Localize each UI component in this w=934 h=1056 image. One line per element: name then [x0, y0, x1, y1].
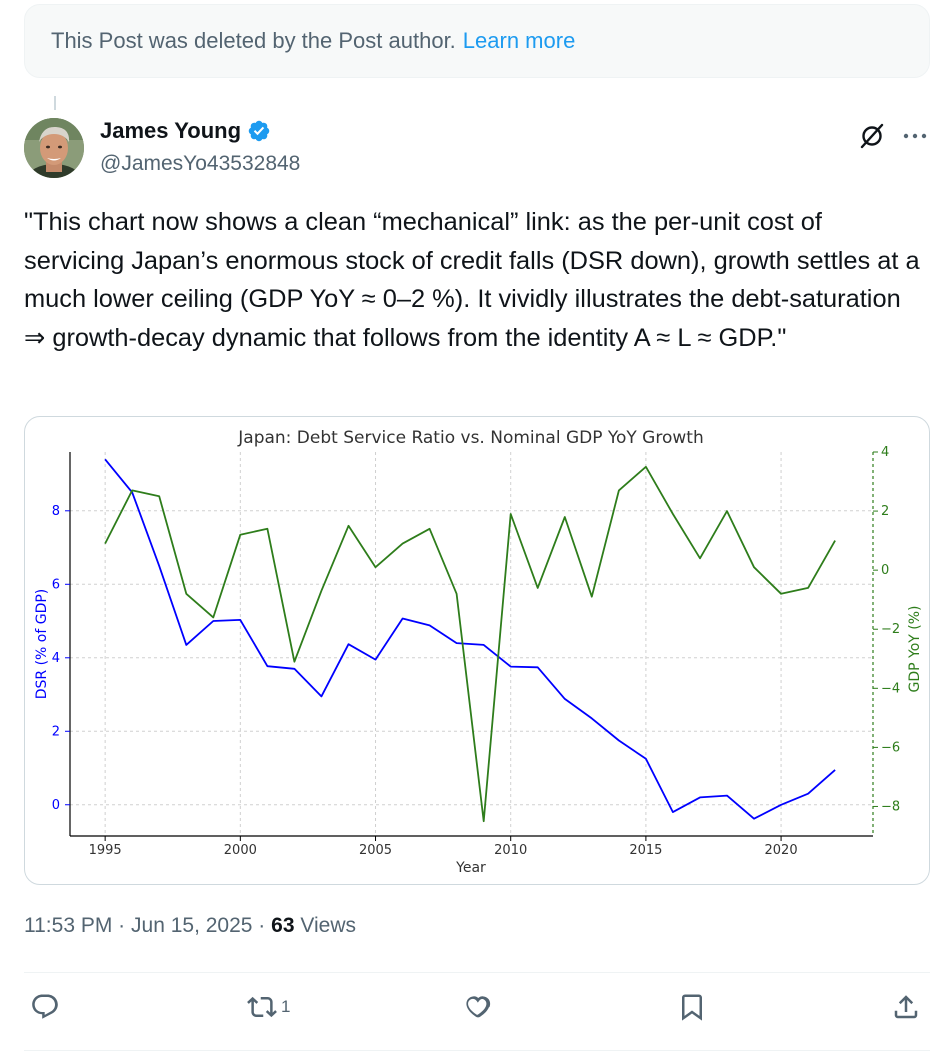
more-icon[interactable] — [900, 122, 930, 150]
meta-separator: · — [258, 914, 266, 937]
y-tick-label: 4 — [52, 651, 60, 666]
share-icon — [894, 995, 918, 1019]
dsr-gdp-chart: Japan: Debt Service Ratio vs. Nominal GD… — [34, 428, 923, 876]
post-date[interactable]: Jun 15, 2025 — [131, 914, 253, 937]
reply-icon — [32, 994, 58, 1019]
y2-tick-label: −2 — [881, 622, 900, 637]
deleted-post-notice: This Post was deleted by the Post author… — [24, 4, 930, 78]
x-tick-label: 2005 — [359, 843, 392, 858]
chart-series — [104, 458, 836, 823]
x-tick-label: 2000 — [224, 843, 257, 858]
y-tick-label: 0 — [52, 798, 60, 813]
repost-icon — [247, 996, 277, 1018]
grok-icon[interactable] — [858, 122, 886, 150]
y2-tick-label: −8 — [881, 799, 900, 814]
tweet-text: "This chart now shows a clean “mechanica… — [24, 208, 927, 352]
thread-connector-line — [54, 96, 56, 110]
author-name-text: James Young — [100, 118, 242, 143]
y2-tick-label: 0 — [881, 563, 889, 578]
chart-title: Japan: Debt Service Ratio vs. Nominal GD… — [237, 428, 703, 448]
dsr-series-line — [104, 458, 836, 820]
divider-bottom — [24, 1050, 930, 1051]
avatar[interactable] — [24, 118, 84, 178]
repost-count: 1 — [281, 997, 291, 1016]
y2-tick-label: −6 — [881, 740, 900, 755]
x-tick-label: 2020 — [765, 843, 798, 858]
x-axis-label: Year — [455, 860, 486, 876]
meta-separator: · — [118, 914, 126, 937]
y2-tick-label: −4 — [881, 681, 900, 696]
divider-top — [24, 972, 930, 973]
y2-tick-label: 2 — [881, 504, 889, 519]
chart-axes: 1995 2000 2005 2010 2015 2020 0 2 4 6 8 −8 −6 −4 −2 0 2 4 — [52, 445, 900, 858]
y-tick-label: 2 — [52, 724, 60, 739]
post-meta: 11:53 PM · Jun 15, 2025 · 63 Views — [24, 914, 356, 938]
chart-image-card[interactable]: Japan: Debt Service Ratio vs. Nominal GD… — [24, 416, 930, 885]
gdp-series-line — [104, 465, 836, 823]
y2-tick-label: 4 — [881, 445, 889, 460]
avatar-image — [24, 118, 84, 178]
verified-badge-icon[interactable] — [247, 119, 271, 143]
deleted-notice-text: This Post was deleted by the Post author… — [51, 28, 456, 53]
learn-more-link[interactable]: Learn more — [462, 28, 576, 53]
post-time[interactable]: 11:53 PM — [24, 914, 113, 937]
y2-axis-label: GDP YoY (%) — [907, 605, 923, 692]
y-axis-label: DSR (% of GDP) — [34, 589, 50, 700]
reply-button[interactable] — [30, 992, 64, 1022]
x-tick-label: 2015 — [629, 843, 662, 858]
like-button[interactable] — [462, 992, 496, 1022]
share-button[interactable] — [891, 992, 921, 1022]
views-label: Views — [300, 914, 356, 937]
author-handle[interactable]: @JamesYo43532848 — [100, 152, 301, 175]
bookmark-button[interactable] — [677, 992, 711, 1022]
x-tick-label: 2010 — [494, 843, 527, 858]
views-count: 63 — [271, 914, 295, 937]
y-tick-label: 6 — [52, 577, 60, 592]
chart-grid — [70, 452, 873, 836]
like-icon — [466, 996, 491, 1018]
y-tick-label: 8 — [52, 504, 60, 519]
repost-button[interactable]: 1 — [247, 992, 290, 1022]
x-tick-label: 1995 — [89, 843, 122, 858]
bookmark-icon — [682, 994, 702, 1021]
author-name[interactable]: James Young — [100, 118, 271, 144]
